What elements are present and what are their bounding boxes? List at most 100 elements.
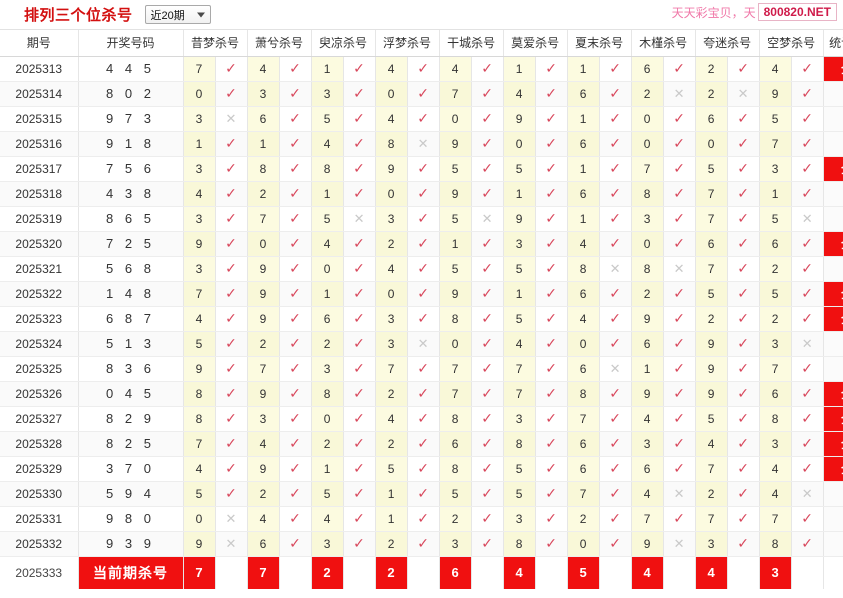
cell-kill-result-2: ✓ <box>279 406 312 432</box>
cell-kill-number-10: 6 <box>759 381 792 407</box>
check-icon: ✓ <box>225 435 237 451</box>
cell-kill-number-5: 8 <box>439 406 472 432</box>
cell-period: 2025318 <box>0 181 79 207</box>
check-icon: ✓ <box>545 260 557 276</box>
cell-kill-number-4: 5 <box>375 456 408 482</box>
check-icon: ✓ <box>545 360 557 376</box>
check-icon: ✓ <box>737 435 749 451</box>
check-icon: ✓ <box>737 385 749 401</box>
cell-kill-result-1: ✕ <box>215 106 248 132</box>
cell-kill-number-6: 7 <box>503 356 536 382</box>
check-icon: ✓ <box>353 185 365 201</box>
cell-kill-result-9: ✓ <box>727 281 760 307</box>
cell-kill-result-9: ✓ <box>727 531 760 557</box>
check-icon: ✓ <box>801 135 814 151</box>
cell-kill-number-9: 5 <box>695 156 728 182</box>
cell-kill-number-3: 0 <box>311 256 344 282</box>
cell-kill-number-2: 7 <box>247 356 280 382</box>
cell-kill-number-8: 8 <box>631 181 664 207</box>
cell-kill-number-6: 0 <box>503 131 536 157</box>
cell-kill-number-6: 3 <box>503 406 536 432</box>
cell-kill-result-7: ✓ <box>599 281 632 307</box>
cell-kill-number-7: 8 <box>567 256 600 282</box>
check-icon: ✓ <box>609 485 621 501</box>
cell-kill-result-2: ✓ <box>279 381 312 407</box>
check-icon: ✓ <box>673 235 685 251</box>
cell-kill-result-5: ✓ <box>471 431 504 457</box>
cell-kill-result-8: ✕ <box>663 81 696 107</box>
cell-kill-result-6: ✓ <box>535 431 568 457</box>
cell-current-result-4 <box>407 556 440 589</box>
cell-kill-number-6: 8 <box>503 531 536 557</box>
cell-kill-result-3: ✓ <box>343 531 376 557</box>
cell-kill-number-9: 2 <box>695 81 728 107</box>
check-icon: ✓ <box>353 110 365 126</box>
check-icon: ✓ <box>545 385 557 401</box>
cell-kill-result-7: ✓ <box>599 406 632 432</box>
cell-kill-number-7: 6 <box>567 431 600 457</box>
check-icon: ✓ <box>481 410 493 426</box>
check-icon: ✓ <box>417 60 429 76</box>
cell-kill-number-9: 7 <box>695 181 728 207</box>
cell-kill-number-1: 9 <box>183 231 216 257</box>
cell-kill-number-8: 7 <box>631 156 664 182</box>
cell-kill-result-9: ✓ <box>727 381 760 407</box>
cell-kill-number-3: 2 <box>311 431 344 457</box>
cell-kill-result-8: ✓ <box>663 231 696 257</box>
check-icon: ✓ <box>225 210 237 226</box>
check-icon: ✓ <box>481 535 493 551</box>
cell-draw-number: 1 4 8 <box>78 281 184 307</box>
cell-period: 2025317 <box>0 156 79 182</box>
cell-draw-number: 4 3 8 <box>78 181 184 207</box>
cell-kill-number-10: 7 <box>759 131 792 157</box>
cell-kill-result-5: ✓ <box>471 256 504 282</box>
cell-kill-result-10: ✕ <box>791 331 824 357</box>
cell-kill-result-7: ✓ <box>599 481 632 507</box>
cell-draw-number: 9 3 9 <box>78 531 184 557</box>
cell-kill-result-8: ✓ <box>663 156 696 182</box>
cell-kill-number-1: 7 <box>183 56 216 82</box>
cell-kill-number-4: 2 <box>375 431 408 457</box>
check-icon: ✓ <box>289 535 301 551</box>
cell-kill-number-3: 5 <box>311 481 344 507</box>
cell-kill-result-7: ✓ <box>599 56 632 82</box>
cell-kill-result-7: ✓ <box>599 531 632 557</box>
cell-kill-result-6: ✓ <box>535 81 568 107</box>
cell-kill-number-6: 1 <box>503 181 536 207</box>
cell-kill-result-2: ✓ <box>279 506 312 532</box>
check-icon: ✓ <box>801 435 814 451</box>
cell-draw-number: 5 1 3 <box>78 331 184 357</box>
check-icon: ✓ <box>737 485 749 501</box>
check-icon: ✓ <box>353 435 365 451</box>
cell-kill-result-4: ✕ <box>407 331 440 357</box>
cell-kill-number-10: 4 <box>759 456 792 482</box>
check-icon: ✓ <box>737 260 749 276</box>
cell-kill-number-10: 7 <box>759 506 792 532</box>
cell-kill-number-6: 3 <box>503 506 536 532</box>
cross-icon: ✕ <box>417 136 429 151</box>
cell-kill-result-10: ✕ <box>791 481 824 507</box>
check-icon: ✓ <box>481 185 493 201</box>
period-range-select[interactable]: 近20期 <box>144 5 211 24</box>
check-icon: ✓ <box>481 135 493 151</box>
cell-current-result-7 <box>599 556 632 589</box>
cell-kill-result-2: ✓ <box>279 331 312 357</box>
cell-kill-result-4: ✓ <box>407 281 440 307</box>
cell-kill-number-6: 1 <box>503 281 536 307</box>
cell-kill-result-10: ✓ <box>791 281 824 307</box>
cell-period: 2025326 <box>0 381 79 407</box>
cell-kill-number-3: 3 <box>311 531 344 557</box>
cell-kill-result-1: ✓ <box>215 256 248 282</box>
cell-kill-number-3: 5 <box>311 206 344 232</box>
cell-kill-number-9: 2 <box>695 481 728 507</box>
cross-icon: ✕ <box>801 336 813 351</box>
cell-kill-number-8: 6 <box>631 56 664 82</box>
cell-kill-result-1: ✓ <box>215 81 248 107</box>
cell-kill-result-10: ✓ <box>791 431 824 457</box>
cell-kill-number-6: 5 <box>503 456 536 482</box>
check-icon: ✓ <box>801 85 814 101</box>
